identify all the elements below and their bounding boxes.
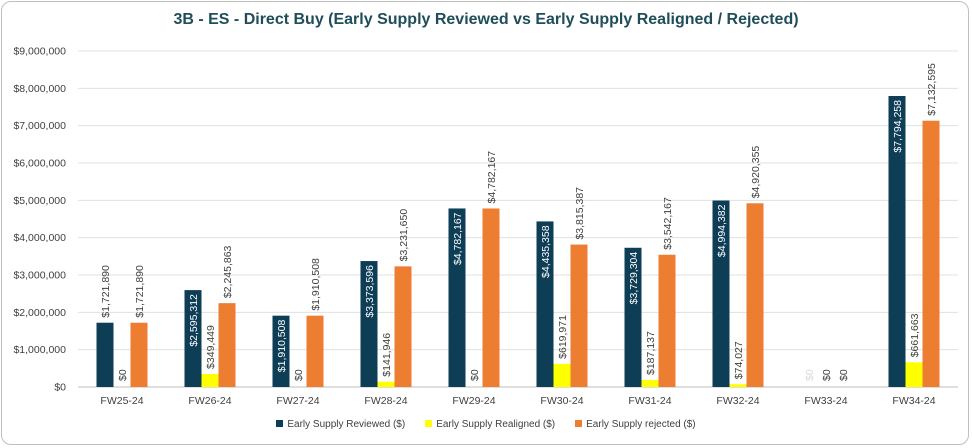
data-label: $4,782,167 [452,212,464,265]
bar [922,120,940,387]
legend-label: Early Supply Reviewed ($) [287,419,406,430]
data-label: $0 [838,369,850,381]
y-tick-label: $3,000,000 [13,270,66,282]
data-label: $3,729,304 [628,252,640,305]
data-label: $1,721,890 [134,265,146,318]
bar [570,244,588,387]
y-tick-label: $9,000,000 [13,46,66,58]
bar [482,208,500,387]
legend-item: Early Supply rejected ($) [575,419,696,430]
y-axis: $0 $1,000,000 $2,000,000 $3,000,000 $4,000,0… [13,46,66,394]
legend-swatch [276,420,284,427]
legend-label: Early Supply Realigned ($) [436,419,556,430]
bar [377,381,395,387]
bar [905,362,923,387]
bars [96,96,940,387]
data-label: $4,920,355 [750,146,762,199]
data-label: $349,449 [205,325,217,369]
bar [658,254,676,387]
x-tick-label: FW33-24 [804,395,847,407]
y-tick-label: $1,000,000 [13,344,66,356]
x-axis: FW25-24 FW26-24 FW27-24 FW28-24 FW29-24 FW30-… [100,395,935,407]
y-tick-label: $5,000,000 [13,195,66,207]
bar [201,373,219,387]
bar [96,322,114,387]
bar [641,380,659,387]
data-label: $3,815,387 [574,187,586,240]
legend-swatch [575,420,583,427]
bar [306,315,324,387]
y-tick-label: $0 [54,382,66,394]
data-label: $1,910,508 [310,258,322,311]
y-tick-label: $4,000,000 [13,232,66,244]
data-label: $2,245,863 [222,245,234,298]
legend-label: Early Supply rejected ($) [586,419,696,430]
bar [130,322,148,387]
x-tick-label: FW28-24 [364,395,407,407]
bar [729,384,747,387]
x-tick-label: FW31-24 [628,395,671,407]
x-tick-label: FW26-24 [188,395,231,407]
x-tick-label: FW30-24 [540,395,583,407]
data-label: $3,373,596 [364,265,376,318]
data-label: $0 [293,369,305,381]
data-label: $0 [469,369,481,381]
data-label: $7,794,258 [892,100,904,153]
data-label: $0 [821,369,833,381]
data-labels: $1,721,890 $0 $1,721,890 $2,595,312 $349,449… [100,63,938,381]
y-tick-label: $7,000,000 [13,120,66,132]
bar [624,247,642,387]
gridlines [78,50,958,388]
data-label: $4,782,167 [486,151,498,204]
data-label: $74,027 [733,341,745,379]
x-tick-label: FW25-24 [100,395,143,407]
y-tick-label: $6,000,000 [13,158,66,170]
x-tick-label: FW32-24 [716,395,759,407]
bar [712,200,730,387]
bar [394,266,412,387]
bar [272,315,290,387]
bar [448,208,466,387]
data-label: $4,994,382 [716,204,728,257]
data-label: $7,132,595 [926,63,938,116]
chart-title: 3B - ES - Direct Buy (Early Supply Revie… [173,11,799,28]
bar [536,221,554,387]
data-label: $141,946 [381,333,393,377]
data-label: $3,231,650 [398,209,410,262]
bar [218,303,236,387]
bar [184,290,202,387]
bar [553,363,571,387]
legend: Early Supply Reviewed ($) Early Supply Re… [0,419,972,430]
data-label: $0 [804,369,816,381]
legend-item: Early Supply Reviewed ($) [276,419,405,430]
legend-item: Early Supply Realigned ($) [425,419,555,430]
data-label: $2,595,312 [188,294,200,347]
x-tick-label: FW27-24 [276,395,319,407]
data-label: $3,542,167 [662,197,674,250]
data-label: $619,971 [557,315,569,359]
data-label: $1,721,890 [100,265,112,318]
data-label: $0 [117,369,129,381]
data-label: $661,663 [909,313,921,357]
data-label: $187,137 [645,331,657,375]
bar [360,261,378,387]
y-tick-label: $2,000,000 [13,307,66,319]
bar [746,203,764,387]
x-tick-label: FW29-24 [452,395,495,407]
data-label: $4,435,358 [540,225,552,278]
legend-swatch [425,420,433,427]
x-tick-label: FW34-24 [892,395,935,407]
y-tick-label: $8,000,000 [13,83,66,95]
data-label: $1,910,508 [276,320,288,373]
bar [888,96,906,387]
